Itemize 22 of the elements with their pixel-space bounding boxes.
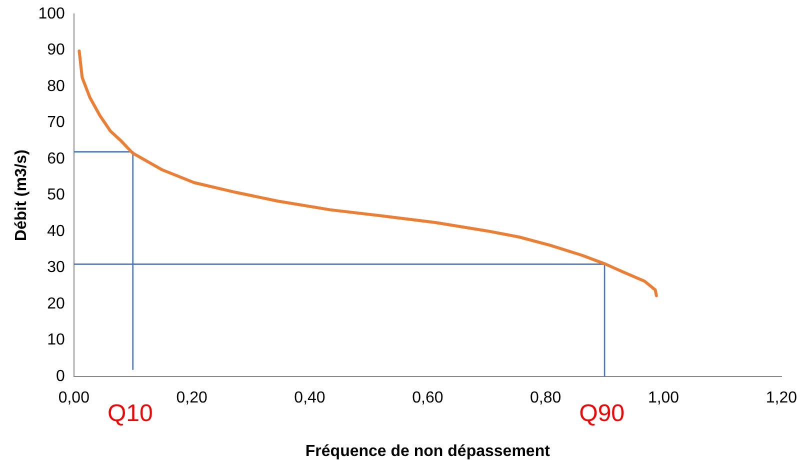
text: Q10: [107, 400, 153, 428]
y-tick-label: 80: [47, 78, 65, 95]
y-tick-label: 70: [47, 114, 65, 132]
y-tick-label: 40: [47, 222, 65, 240]
x-tick-label: 1,20: [766, 390, 798, 407]
x-tick-label: 0,00: [58, 390, 90, 407]
x-tick-label: 0,40: [294, 390, 326, 407]
x-tick-label: 1,00: [648, 390, 680, 407]
y-tick-label: 90: [47, 42, 65, 59]
y-tick-label: 30: [47, 259, 65, 276]
y-tick-label: 0: [56, 368, 65, 386]
text: Q90: [579, 400, 625, 428]
y-tick-label: 20: [47, 295, 65, 312]
x-axis-title: Fréquence de non dépassement: [305, 442, 551, 460]
x-tick-label: 0,60: [412, 390, 444, 407]
y-tick-label: 50: [47, 186, 65, 204]
y-tick-label: 60: [47, 150, 65, 168]
y-axis-title: Débit (m3/s): [13, 150, 30, 242]
y-tick-label: 10: [47, 332, 65, 349]
y-tick-label: 100: [38, 5, 65, 22]
x-tick-label: 0,20: [176, 390, 208, 407]
x-tick-label: 0,80: [530, 390, 562, 407]
